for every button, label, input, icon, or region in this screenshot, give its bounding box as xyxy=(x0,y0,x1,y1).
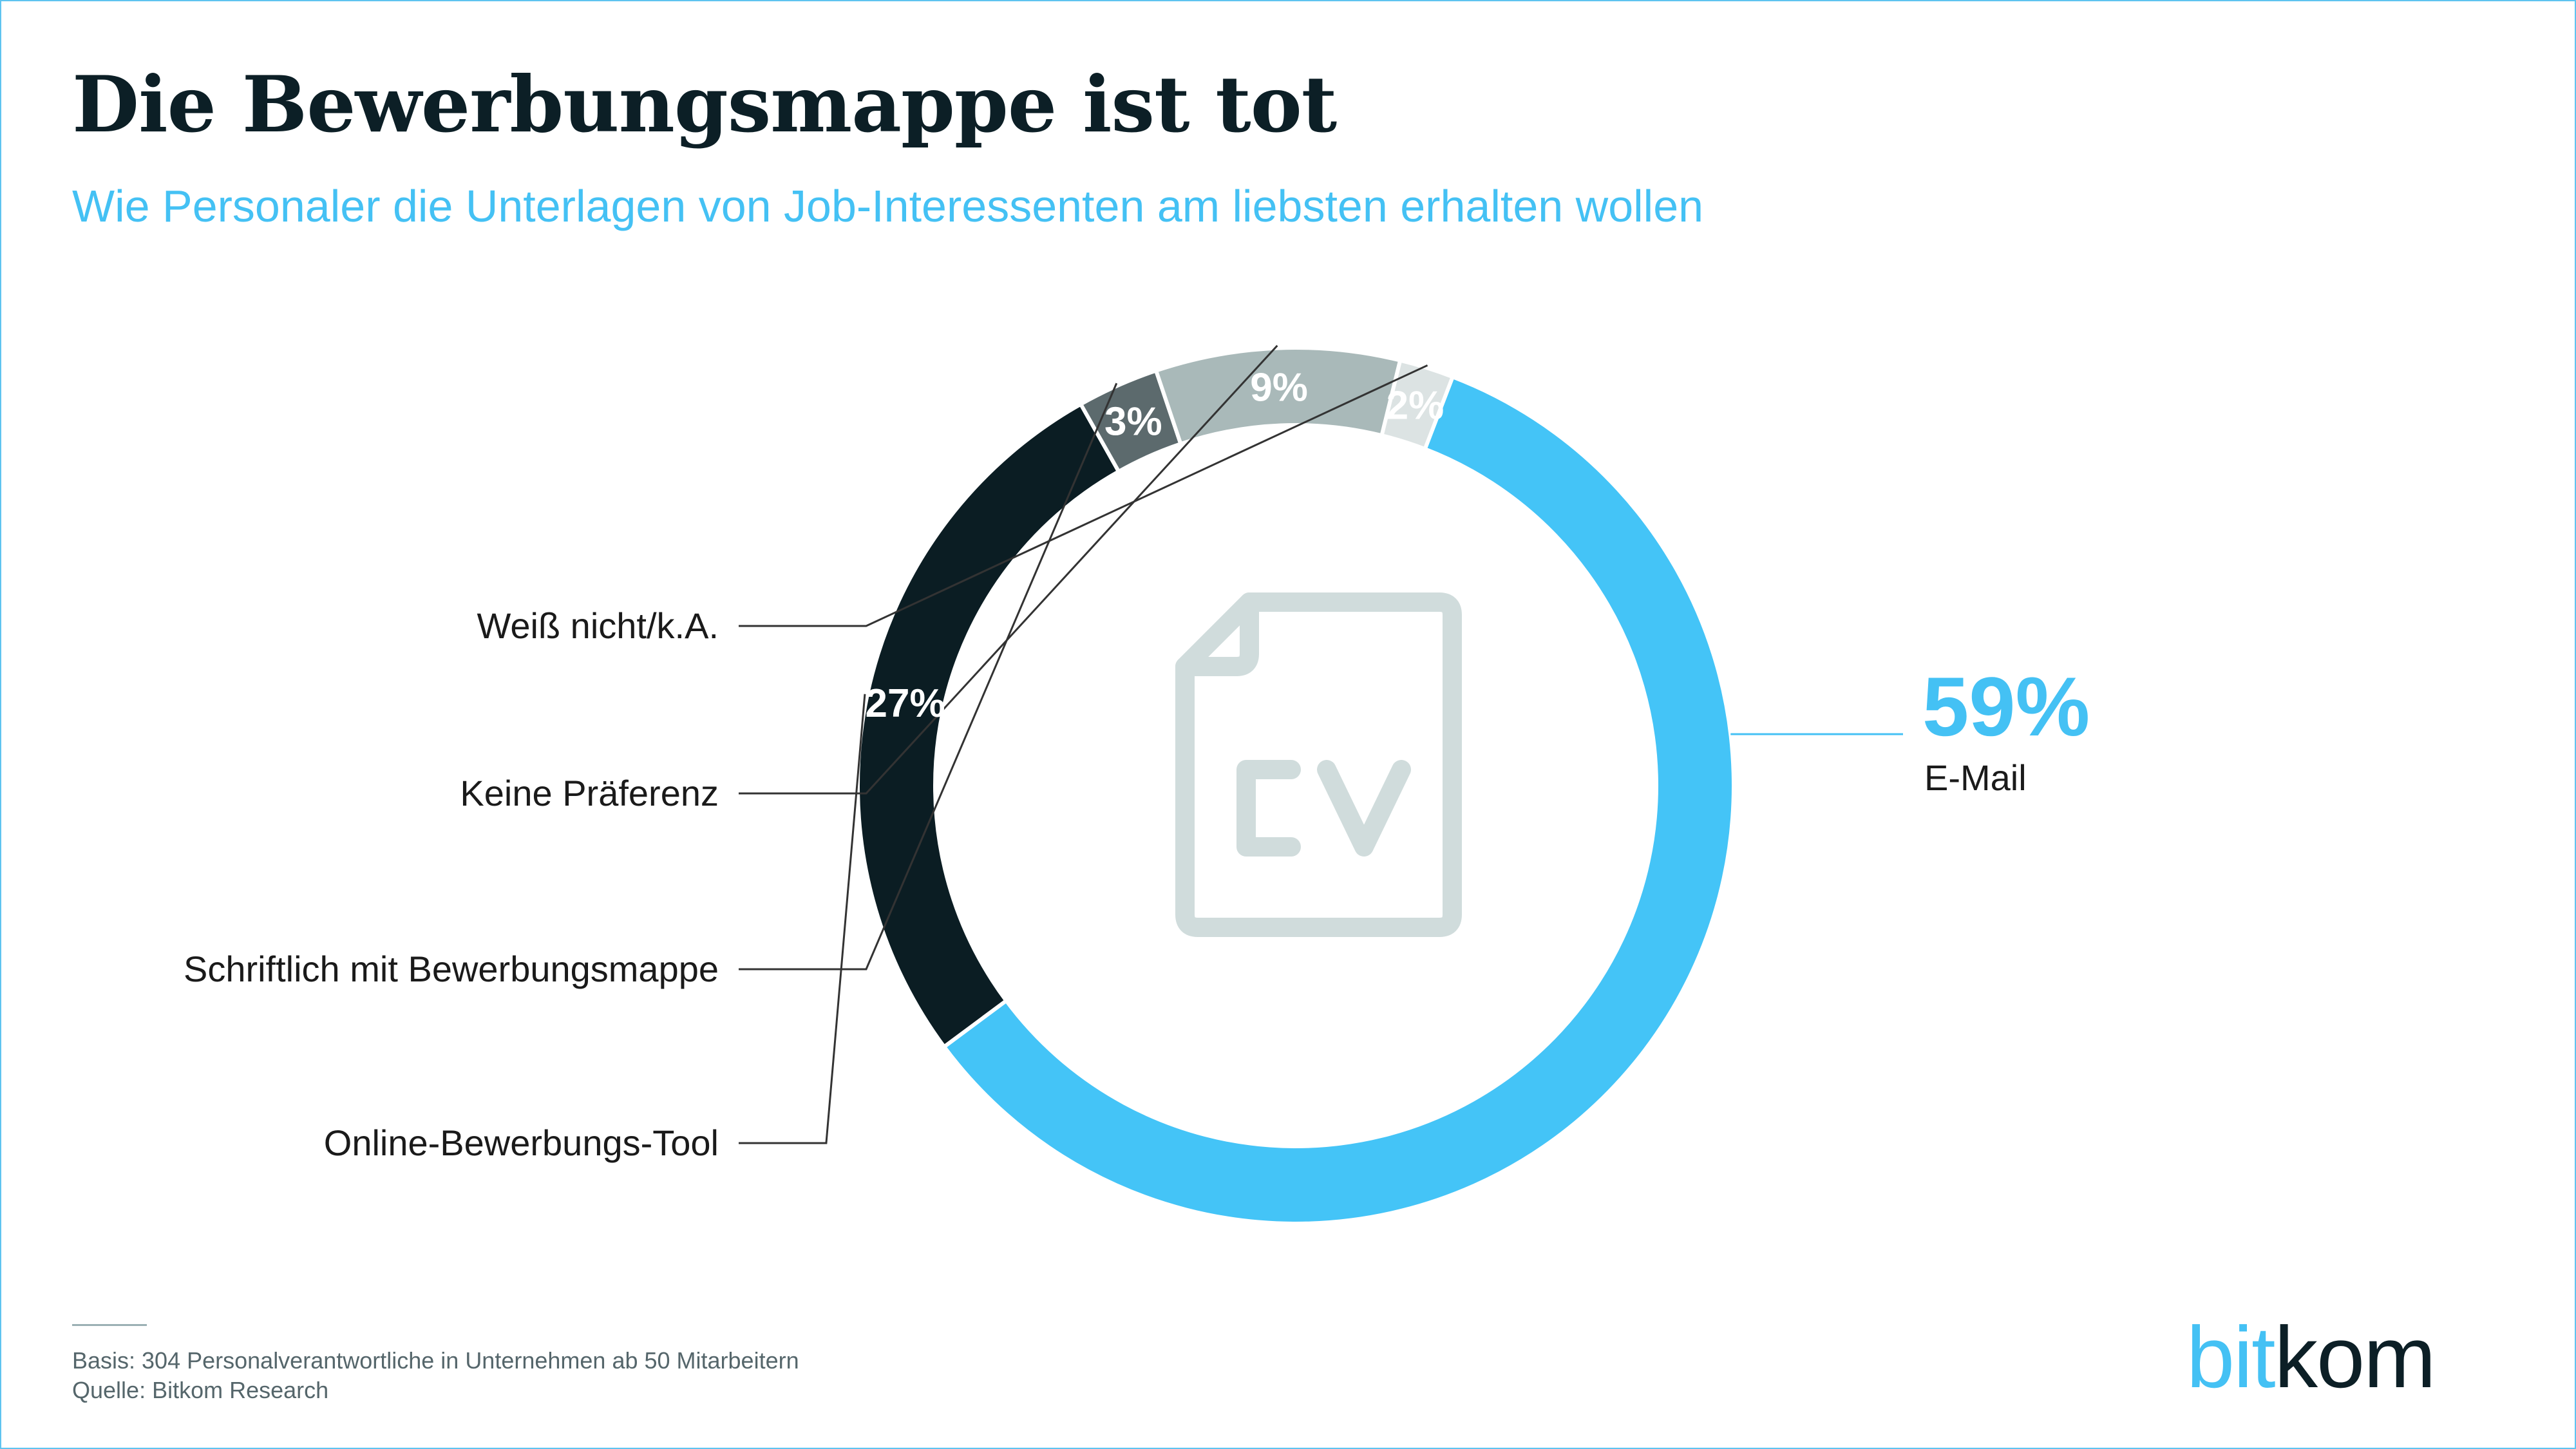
chart-title: Die Bewerbungsmappe ist tot xyxy=(72,59,1337,150)
leader-lines xyxy=(739,345,1903,1144)
category-label: Keine Präferenz xyxy=(460,773,719,813)
leader-line xyxy=(739,383,1118,971)
donut-slice-2 xyxy=(856,401,1122,1050)
chart-subtitle: Wie Personaler die Unterlagen von Job-In… xyxy=(72,181,1704,231)
donut-slice-1 xyxy=(941,374,1736,1226)
bitkom-logo: bitkom xyxy=(2186,1309,2436,1406)
footer-source: Quelle: Bitkom Research xyxy=(72,1377,329,1403)
category-label: Schriftlich mit Bewerbungsmappe xyxy=(184,949,719,989)
cv-document-icon xyxy=(1175,592,1462,937)
slice-value-label-emphasis: 59% xyxy=(1922,659,2090,753)
donut-slice-5 xyxy=(1379,357,1455,452)
category-label: Online-Bewerbungs-Tool xyxy=(324,1122,719,1163)
leader-line xyxy=(739,364,1428,627)
slice-value-label: 3% xyxy=(1104,400,1162,444)
donut-segments xyxy=(856,346,1736,1226)
slice-value-label: 9% xyxy=(1250,366,1308,410)
slice-labels: 27% 3% 9% 2% 59%E-Mail Online-Bewerbungs-Tool… xyxy=(184,366,2090,1163)
footer-rule xyxy=(72,1324,147,1326)
category-label: E-Mail xyxy=(1924,757,2027,798)
footer-basis: Basis: 304 Personalverantwortliche in Un… xyxy=(72,1347,799,1374)
category-label: Weiß nicht/k.A. xyxy=(477,605,719,646)
leader-line xyxy=(739,345,1278,795)
leader-line xyxy=(739,694,866,1144)
slice-value-label: 2% xyxy=(1387,383,1444,428)
slice-value-label: 27% xyxy=(866,681,945,726)
